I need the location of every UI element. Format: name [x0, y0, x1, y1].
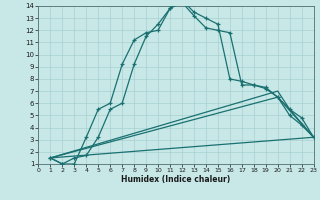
X-axis label: Humidex (Indice chaleur): Humidex (Indice chaleur) [121, 175, 231, 184]
